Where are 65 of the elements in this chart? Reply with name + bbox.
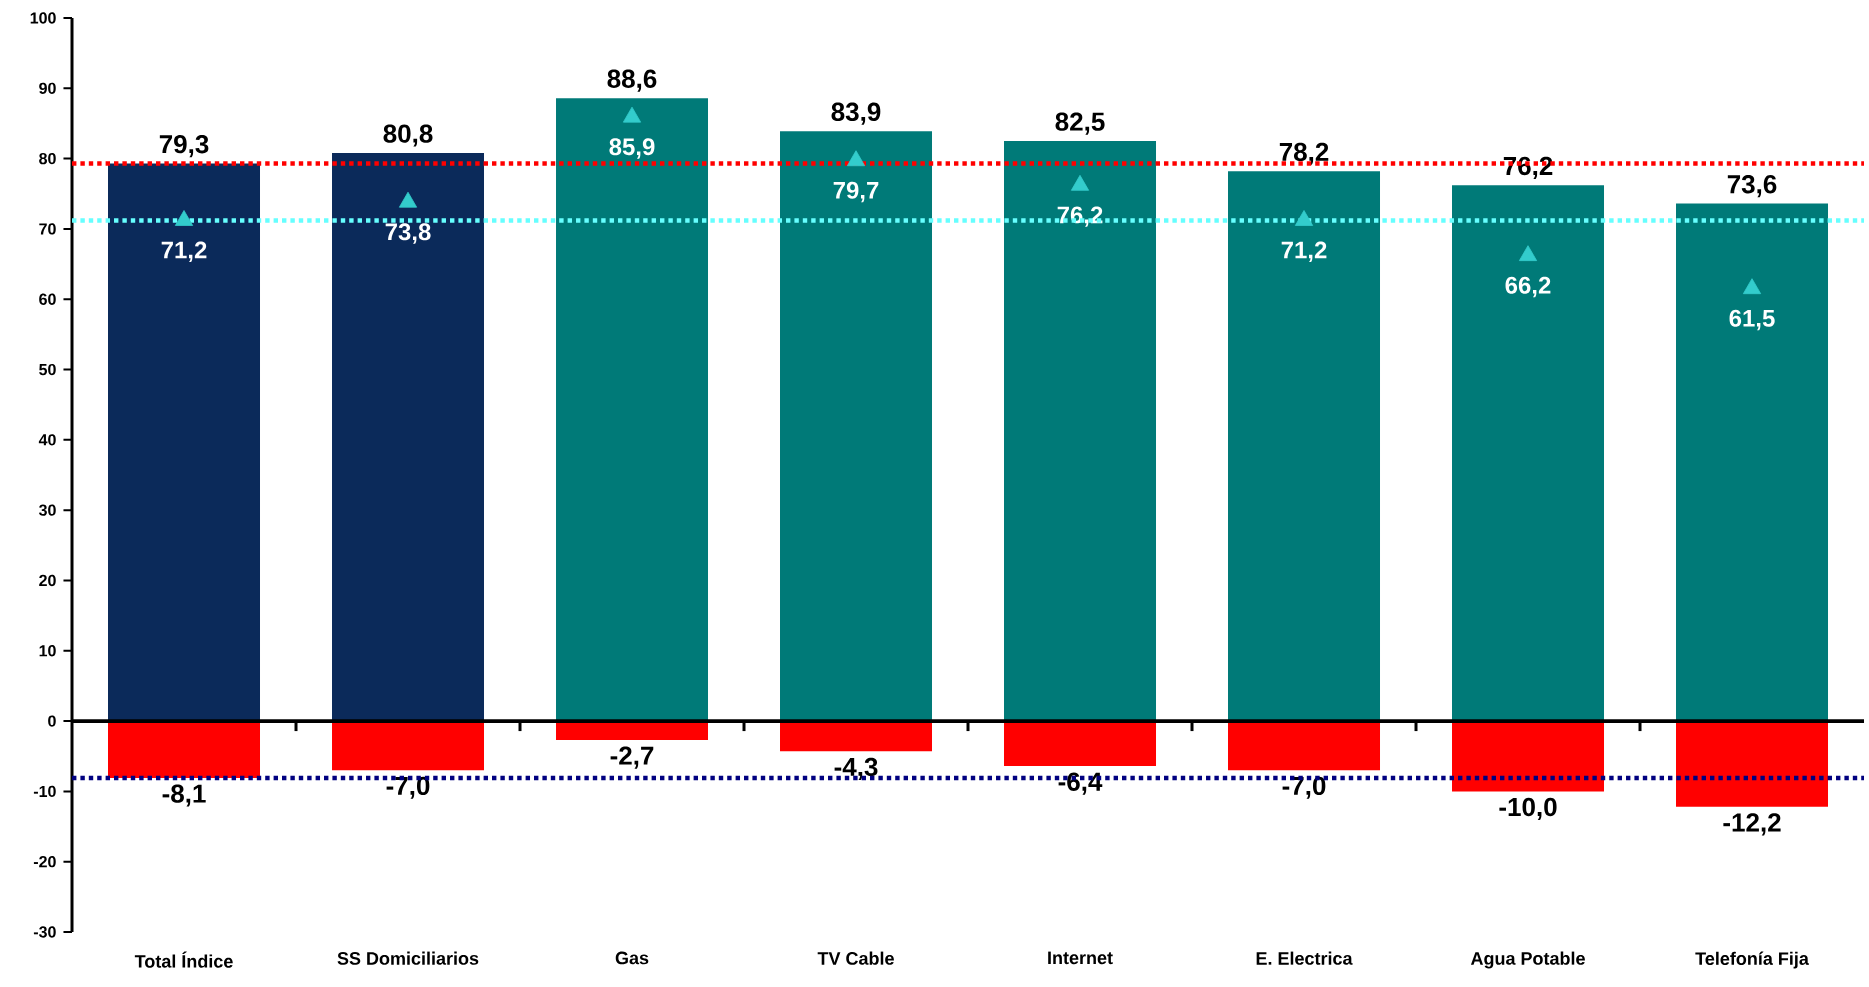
y-tick-label: -30: [33, 926, 56, 938]
bar: [1676, 721, 1829, 807]
data-label: 66,2: [1505, 276, 1551, 298]
data-label: 83,9: [831, 102, 881, 125]
x-tick-label: Gas: [615, 951, 649, 965]
bar: [780, 131, 932, 722]
y-tick-label: 90: [39, 82, 56, 94]
y-tick-label: 0: [48, 715, 56, 727]
bar: [780, 721, 932, 752]
y-tick-label: 10: [39, 645, 56, 657]
data-label: 71,2: [1281, 241, 1327, 263]
data-label: 88,6: [607, 69, 657, 92]
bar: [556, 98, 708, 722]
point: [846, 150, 866, 167]
bar: [556, 721, 708, 741]
data-label: 73,8: [385, 223, 431, 244]
y-tick-label: 50: [39, 363, 56, 376]
point: [1294, 210, 1314, 226]
data-label: 71,2: [161, 241, 207, 263]
bar: [1228, 171, 1381, 722]
bar: [108, 163, 261, 722]
y-tick-label: 40: [38, 434, 56, 446]
bar: [1676, 203, 1829, 722]
data-label: -10,0: [1499, 797, 1557, 820]
x-tick-label: Total Índice: [134, 951, 233, 968]
y-tick-label: 70: [39, 223, 56, 235]
point: [174, 210, 194, 226]
data-label: -2,7: [610, 746, 654, 769]
bar: [1004, 721, 1157, 767]
x-tick-label: Telefonía Fija: [1695, 951, 1809, 969]
point: [1518, 245, 1538, 262]
point: [398, 191, 418, 208]
y-tick-label: 80: [39, 152, 56, 165]
data-label: 85,9: [609, 138, 655, 159]
data-label: 80,8: [383, 124, 433, 147]
bar: [1004, 141, 1157, 722]
x-tick-label: Agua Potable: [1470, 951, 1585, 969]
x-tick-label: SS Domiciliarios: [337, 951, 479, 965]
bar: [108, 721, 261, 779]
data-label: 73,6: [1727, 175, 1777, 198]
data-label: 82,5: [1055, 112, 1105, 135]
bar: [1228, 721, 1381, 771]
y-tick-label: 20: [39, 574, 56, 587]
bar: [332, 152, 485, 722]
x-tick-label: TV Cable: [817, 951, 894, 965]
y-tick-label: 60: [39, 293, 56, 305]
y-tick-label: 100: [30, 12, 56, 24]
data-label: 79,3: [159, 134, 209, 158]
data-label: -8,1: [162, 784, 206, 807]
point: [622, 106, 642, 123]
data-label: 79,7: [833, 181, 879, 203]
y-tick-label: 30: [38, 504, 56, 516]
bar: [1452, 185, 1605, 722]
y-tick-label: -20: [33, 856, 56, 868]
data-label: -12,2: [1723, 813, 1781, 836]
data-label: 61,5: [1729, 309, 1775, 331]
x-tick-label: E. Electrica: [1256, 951, 1353, 965]
point: [1742, 278, 1762, 295]
point: [1070, 174, 1090, 191]
bar: [332, 721, 485, 771]
x-tick-label: Internet: [1048, 951, 1113, 965]
y-tick-label: -10: [33, 785, 56, 798]
data-label: 78,2: [1279, 142, 1329, 165]
data-label: -4,3: [834, 757, 878, 780]
bar: [1452, 721, 1605, 792]
